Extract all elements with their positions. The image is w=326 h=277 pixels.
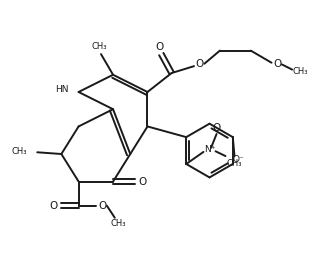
Text: O: O: [273, 60, 282, 70]
Text: CH₃: CH₃: [11, 147, 27, 156]
Text: O: O: [213, 123, 221, 133]
Text: HN: HN: [55, 85, 69, 94]
Text: O: O: [156, 42, 164, 52]
Text: O: O: [50, 201, 58, 211]
Text: O: O: [98, 201, 106, 211]
Text: CH₃: CH₃: [111, 219, 126, 229]
Text: CH₃: CH₃: [227, 159, 242, 168]
Text: O: O: [138, 176, 146, 187]
Text: CH₃: CH₃: [292, 67, 307, 76]
Text: O: O: [196, 59, 204, 69]
Text: CH₃: CH₃: [92, 42, 107, 51]
Text: N⁺: N⁺: [204, 145, 215, 154]
Text: O⁻: O⁻: [232, 155, 244, 164]
